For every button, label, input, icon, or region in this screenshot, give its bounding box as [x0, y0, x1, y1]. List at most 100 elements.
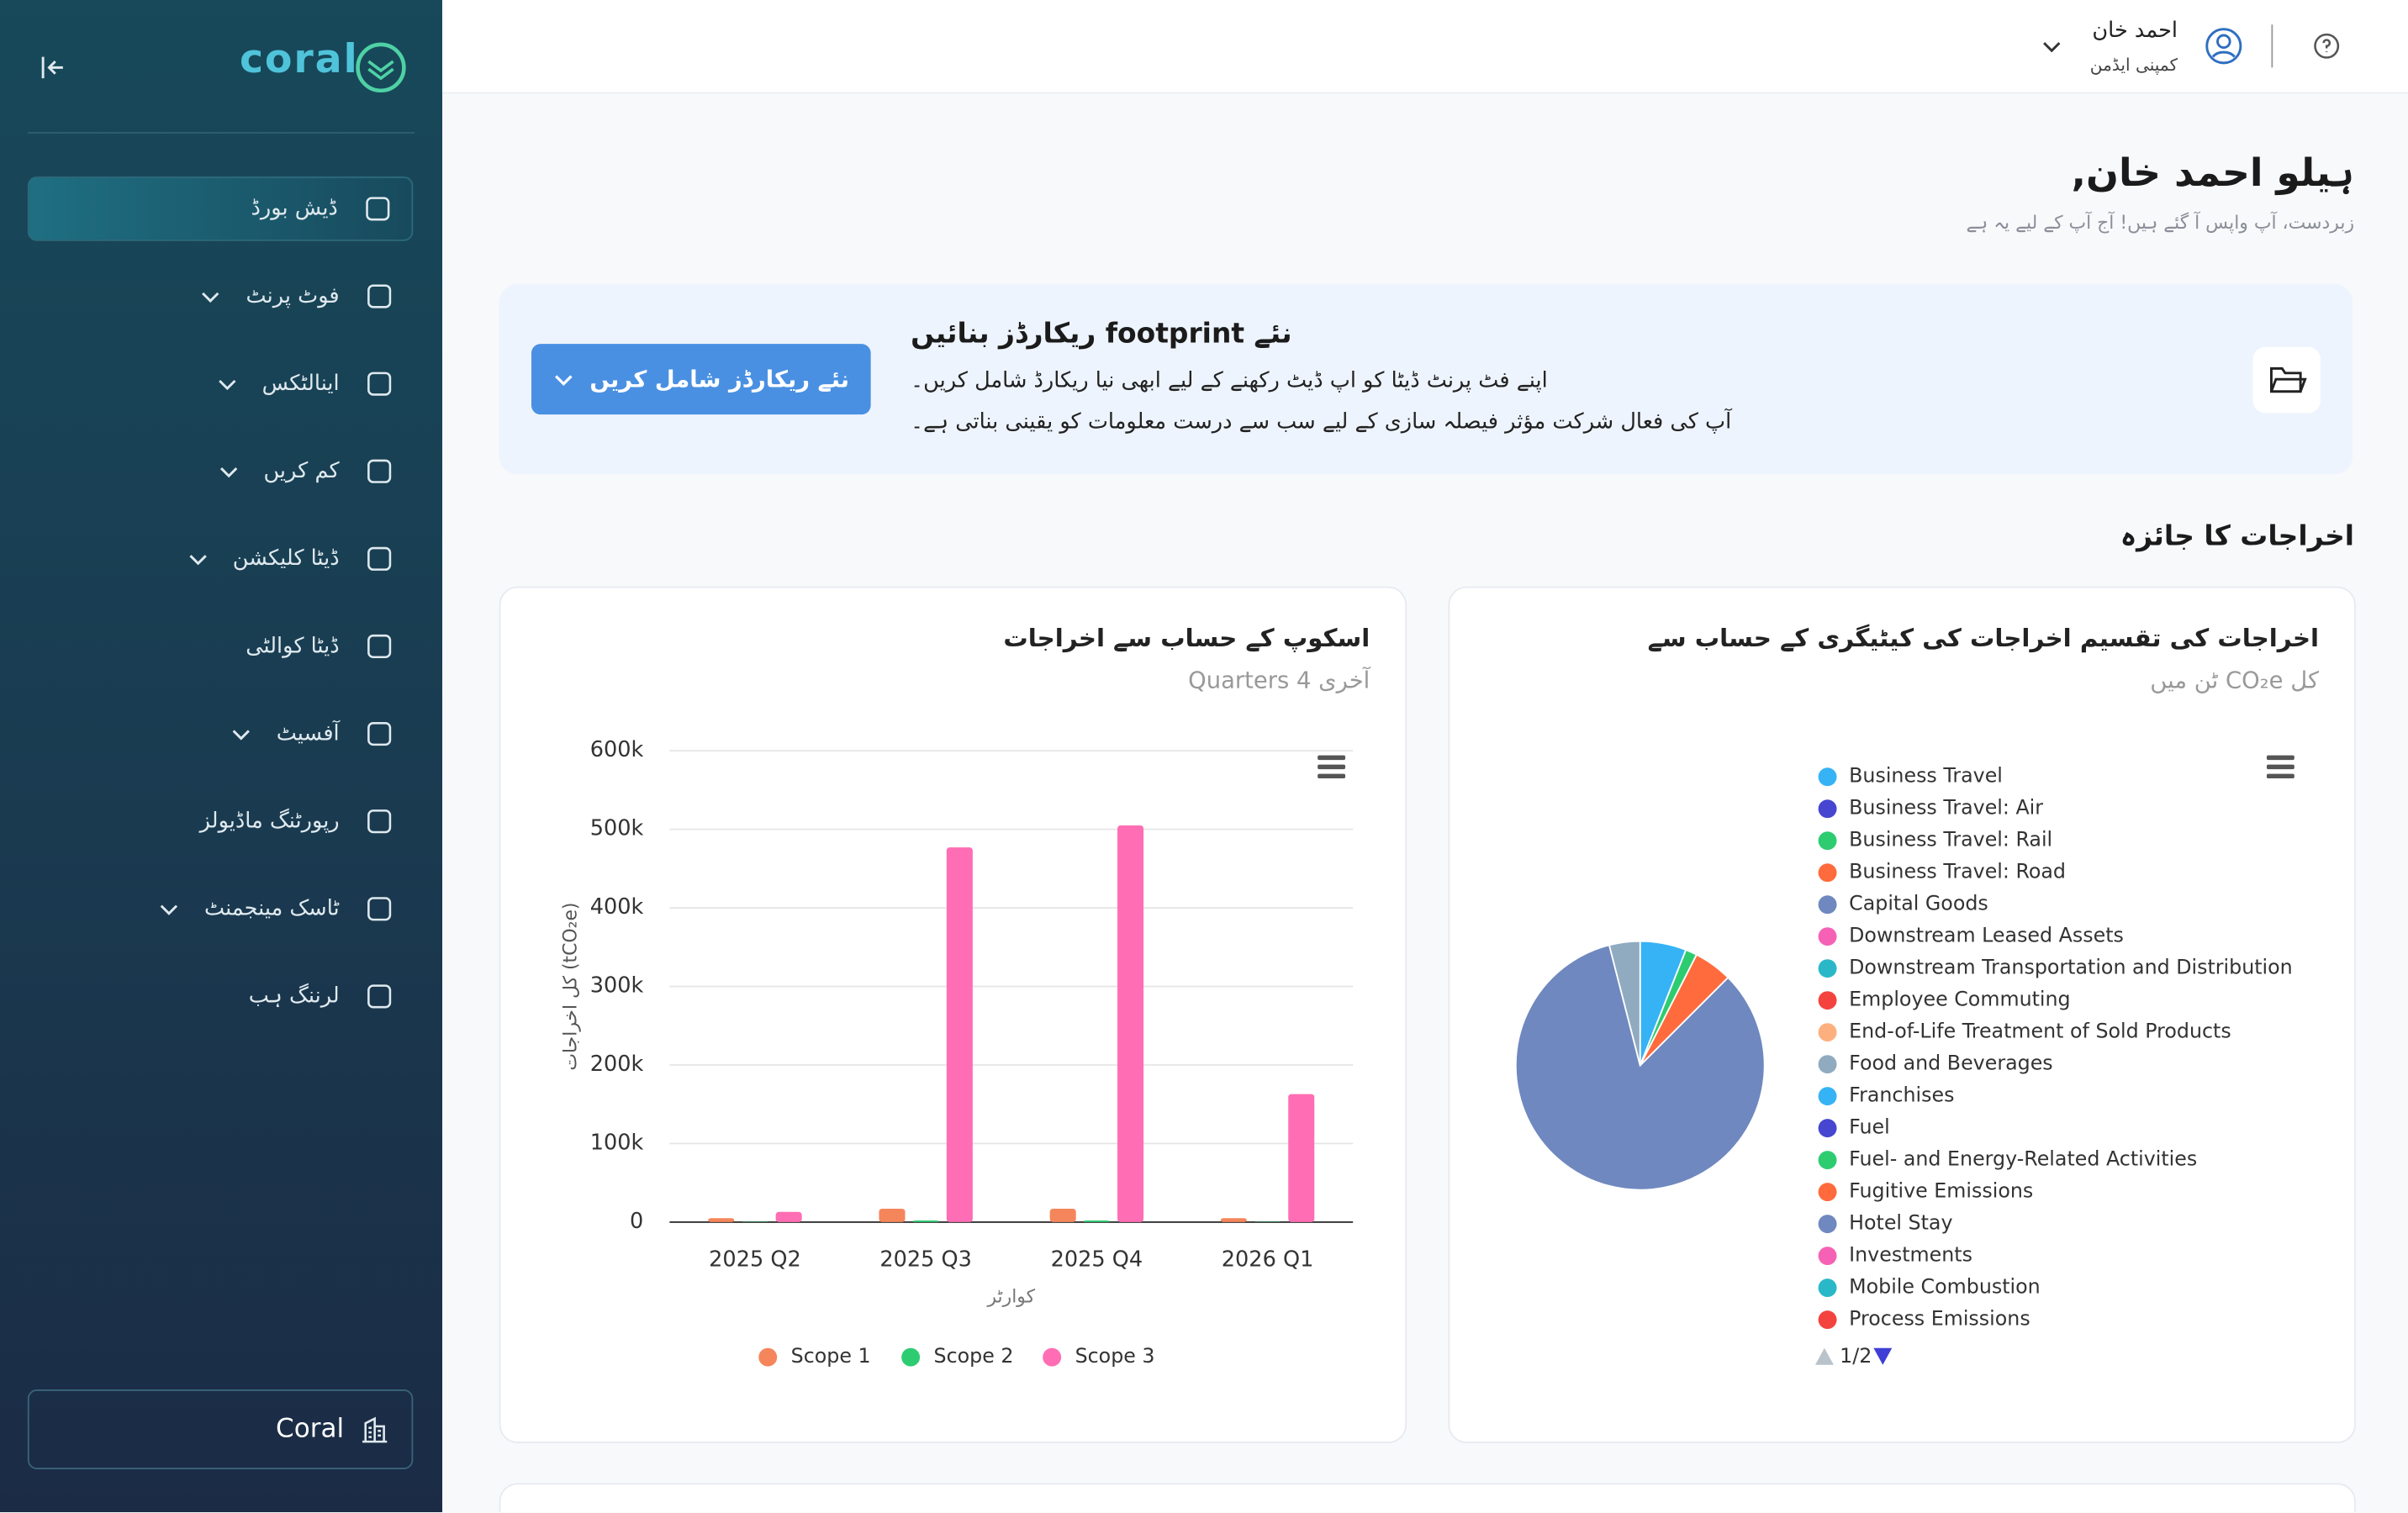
greeting-title: ہیلو احمد خان, [2071, 150, 2355, 195]
y-tick-label: 100k [590, 1130, 644, 1155]
legend-label: End-of-Life Treatment of Sold Products [1849, 1020, 2231, 1043]
legend-swatch [1818, 1278, 1837, 1298]
nav-icon [367, 984, 392, 1009]
nav-item[interactable]: ٹاسک مینجمنٹ [28, 877, 413, 941]
legend-swatch [1818, 1055, 1837, 1074]
legend-swatch [1818, 1215, 1837, 1234]
nav-chevron [218, 379, 235, 391]
nav-chevron [202, 292, 219, 303]
legend-prev[interactable] [1814, 1347, 1834, 1365]
help-icon[interactable] [2311, 31, 2342, 62]
nav-icon [367, 284, 392, 308]
legend-label: Business Travel [1849, 764, 2003, 788]
bar [708, 1218, 735, 1222]
nav-chevron [188, 555, 206, 566]
nav-icon [367, 809, 392, 834]
nav-item[interactable]: فوٹ پرنٹ [28, 264, 413, 329]
nav-label: رپورٹنگ ماڈیولز [199, 809, 340, 834]
x-tick-label: 2026 Q1 [1222, 1247, 1314, 1273]
nav-item[interactable]: ڈیٹا کوالٹی [28, 614, 413, 679]
legend-swatch [1818, 1023, 1837, 1042]
logo[interactable]: coral [239, 36, 359, 83]
collapse-icon[interactable] [37, 52, 68, 83]
icon-shape [367, 809, 392, 834]
avatar[interactable] [2204, 26, 2243, 66]
legend-swatch [1818, 1119, 1837, 1138]
legend-label: Process Emissions [1849, 1307, 2030, 1331]
nav-chevron [219, 467, 237, 478]
bar [912, 1220, 939, 1222]
y-tick-label: 200k [590, 1052, 644, 1077]
legend-swatch [1818, 927, 1837, 946]
legend-label: Investments [1849, 1243, 1972, 1267]
nav-chevron [232, 730, 250, 741]
legend-label: Fugitive Emissions [1849, 1179, 2033, 1203]
nav-icon [367, 722, 392, 746]
nav-icon [367, 546, 392, 571]
chevron-shape [202, 292, 219, 303]
nav-item[interactable]: رپورٹنگ ماڈیولز [28, 789, 413, 854]
icon-shape [367, 546, 392, 571]
add-records-button[interactable]: نئے ریکارڈز شامل کریں [531, 344, 871, 415]
y-tick-label: 400k [590, 894, 644, 920]
legend-swatch [1818, 1151, 1837, 1170]
legend-swatch [1818, 991, 1837, 1010]
x-axis-label: کوارٹر [986, 1286, 1035, 1307]
legend-label: Business Travel: Road [1849, 860, 2066, 883]
y-tick-label: 600k [590, 737, 644, 762]
legend-swatch [1818, 1247, 1837, 1266]
legend-label: Business Travel: Rail [1849, 828, 2052, 851]
pie-slice [1514, 944, 1766, 1191]
legend-label: Scope 3 [1075, 1344, 1155, 1368]
legend-label: Business Travel: Air [1849, 796, 2043, 820]
y-tick-label: 300k [590, 973, 644, 999]
nav-item[interactable]: اینالٹکس [28, 351, 413, 416]
next-card [499, 1483, 2356, 1513]
button-label: نئے ریکارڈز شامل کریں [589, 365, 850, 393]
nav-icon [367, 459, 392, 483]
chart-menu[interactable] [2266, 755, 2294, 779]
chevron-shape [232, 730, 250, 741]
icon-shape [367, 897, 392, 921]
chevron-shape [160, 904, 178, 915]
org-switcher[interactable]: Coral [27, 1389, 414, 1469]
folder-icon-box [2252, 346, 2321, 414]
nav-label: کم کریں [263, 459, 340, 484]
user-menu-chevron[interactable] [2040, 34, 2064, 58]
nav-item[interactable]: لرننگ ہب [28, 964, 413, 1029]
nav-item[interactable]: ڈیش بورڈ [27, 177, 414, 241]
nav-label: فوٹ پرنٹ [246, 283, 340, 309]
nav-item[interactable]: آفسیٹ [28, 702, 413, 767]
legend-swatch [758, 1347, 778, 1367]
legend-swatch [1818, 895, 1837, 915]
legend-label: Franchises [1849, 1083, 1954, 1107]
x-tick-label: 2025 Q3 [879, 1247, 972, 1273]
bar [879, 1209, 906, 1222]
legend-swatch [1818, 959, 1837, 978]
bar [1288, 1094, 1315, 1222]
legend-swatch [1818, 1183, 1837, 1202]
nav-label: لرننگ ہب [248, 983, 340, 1010]
legend-page: 1/2 [1840, 1344, 1872, 1368]
nav-item[interactable]: ڈیٹا کلیکشن [28, 526, 413, 591]
nav-icon [366, 197, 390, 221]
chart-title: اخراجات کی تقسیم اخراجات کی کیٹیگری کے ح… [1647, 623, 2320, 653]
nav-label: اینالٹکس [261, 372, 340, 397]
chart-subtitle: کل CO₂e ٹن میں [2150, 666, 2320, 694]
icon-shape [367, 372, 392, 396]
chevron-shape [218, 379, 235, 391]
nav-label: ڈیٹا کوالٹی [246, 634, 340, 659]
icon-shape [366, 197, 390, 221]
legend-swatch [1043, 1347, 1062, 1367]
nav-item[interactable]: کم کریں [28, 439, 413, 503]
legend-label: Downstream Transportation and Distributi… [1849, 956, 2293, 979]
chart-title: اسکوپ کے حساب سے اخراجات [1003, 623, 1370, 653]
icon-shape [367, 722, 392, 746]
chevron [555, 375, 573, 386]
legend-label: Fuel [1849, 1115, 1890, 1139]
legend-swatch [1818, 799, 1837, 819]
chart-menu[interactable] [1318, 755, 1346, 779]
legend-next[interactable] [1873, 1347, 1893, 1365]
legend-swatch [1818, 863, 1837, 883]
legend-label: Food and Beverages [1849, 1052, 2053, 1075]
